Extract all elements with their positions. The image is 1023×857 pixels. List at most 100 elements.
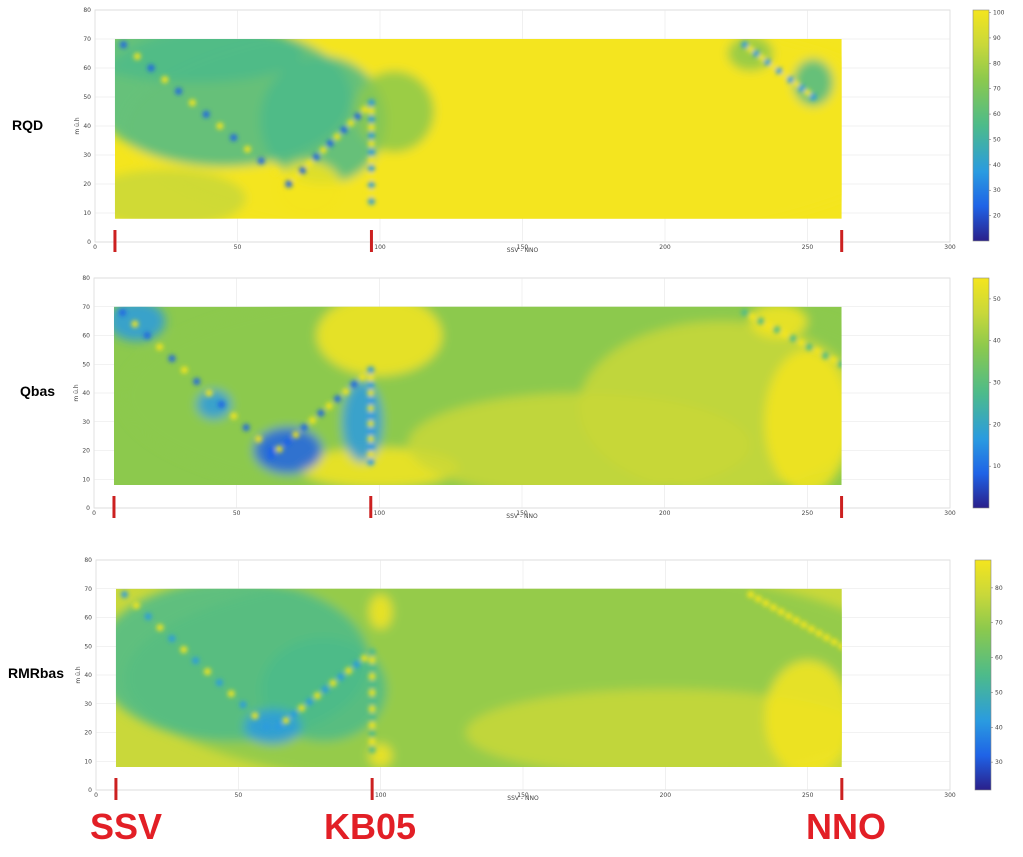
heatmap-anomaly-dot <box>807 625 815 633</box>
y-tick-label: 40 <box>82 390 90 397</box>
heatmap-anomaly-dot <box>217 401 225 408</box>
heatmap-anomaly-dot <box>131 320 139 328</box>
heatmap-anomaly-dot <box>325 402 333 410</box>
heatmap-anomaly-dot <box>312 153 320 161</box>
y-axis-label: m ü.h <box>74 117 81 134</box>
x-tick-label: 0 <box>94 792 98 799</box>
y-tick-label: 0 <box>86 505 90 512</box>
colorbar-tick-label: 40 <box>993 162 1001 169</box>
heatmap-region <box>253 427 323 474</box>
heatmap-anomaly-dot <box>309 416 317 424</box>
heatmap-anomaly-dot <box>215 679 223 687</box>
heatmap-anomaly-dot <box>749 313 757 321</box>
colorbar-tick-label: 20 <box>993 421 1001 428</box>
heatmap-anomaly-dot <box>367 115 375 123</box>
heatmap-anomaly-dot <box>267 452 275 460</box>
y-tick-label: 10 <box>83 210 91 217</box>
y-tick-label: 30 <box>82 419 90 426</box>
heatmap-anomaly-dot <box>829 356 837 364</box>
x-tick-label: 50 <box>235 792 243 799</box>
heatmap-anomaly-dot <box>350 380 358 388</box>
x-tick-label: 200 <box>660 792 672 799</box>
heatmap-anomaly-dot <box>282 717 290 725</box>
heatmap-anomaly-dot <box>368 648 376 656</box>
heatmap-region <box>260 56 386 185</box>
heatmap-anomaly-dot <box>823 634 831 642</box>
x-tick-label: 150 <box>516 510 528 517</box>
heatmap-anomaly-dot <box>769 63 777 71</box>
heatmap-anomaly-dot <box>367 140 375 148</box>
heatmap-anomaly-dot <box>360 654 368 662</box>
heatmap-region <box>466 689 842 767</box>
y-tick-label: 70 <box>84 586 92 593</box>
heatmap-anomaly-dot <box>762 599 770 607</box>
heatmap-anomaly-dot <box>345 667 353 675</box>
heatmap-anomaly-dot <box>367 181 375 189</box>
heatmap-anomaly-dot <box>299 166 307 174</box>
colorbar-tick-label: 30 <box>993 187 1001 194</box>
heatmap-anomaly-dot <box>180 646 188 654</box>
y-axis-label: m ü.h <box>73 384 80 401</box>
heatmap-anomaly-dot <box>329 679 337 687</box>
colorbar-tick-label: 50 <box>993 296 1001 303</box>
x-tick-label: 300 <box>944 792 956 799</box>
panel-rqd: 0 50 100 150 200 250 300 0 10 20 30 40 50 60 70 80 SSV -… <box>74 7 1005 254</box>
heatmap-anomaly-dot <box>367 107 375 115</box>
heatmap-anomaly-dot <box>770 603 778 611</box>
heatmap-anomaly-dot <box>838 360 842 368</box>
heatmap-anomaly-dot <box>368 672 376 680</box>
heatmap-anomaly-dot <box>347 119 355 127</box>
heatmap-anomaly-dot <box>367 381 375 389</box>
heatmap-anomaly-dot <box>284 438 292 446</box>
x-axis-label: SSV - NNO <box>506 513 538 520</box>
heatmap-anomaly-dot <box>292 173 300 181</box>
heatmap-anomaly-dot <box>747 45 754 53</box>
heatmap-anomaly-dot <box>180 366 188 374</box>
heatmap-anomaly-dot <box>263 723 271 731</box>
heatmap-anomaly-dot <box>798 84 806 92</box>
x-axis-label: SSV - NNO <box>507 247 539 254</box>
y-tick-label: 20 <box>84 730 92 737</box>
y-tick-label: 0 <box>88 787 92 794</box>
colorbar-tick-label: 60 <box>995 655 1003 662</box>
heatmap-anomaly-dot <box>243 145 251 153</box>
y-tick-label: 50 <box>83 94 91 101</box>
heatmap-anomaly-dot <box>317 409 325 417</box>
heatmap-field <box>114 39 842 219</box>
heatmap-anomaly-dot <box>251 712 259 720</box>
heatmap-region <box>750 306 808 339</box>
heatmap-anomaly-dot <box>143 332 151 339</box>
heatmap-anomaly-dot <box>300 424 308 431</box>
x-tick-label: 100 <box>375 792 387 799</box>
heatmap-anomaly-dot <box>367 366 375 374</box>
heatmap-region <box>316 306 443 376</box>
y-tick-label: 70 <box>82 304 90 311</box>
heatmap-anomaly-dot <box>340 126 348 134</box>
colorbar-tick-label: 20 <box>993 213 1001 220</box>
heatmap-anomaly-dot <box>358 373 366 381</box>
colorbar-tick-label: 70 <box>995 620 1003 627</box>
heatmap-anomaly-dot <box>747 591 755 598</box>
heatmap-anomaly-dot <box>368 746 376 754</box>
heatmap-anomaly-dot <box>192 657 200 665</box>
heatmap-anomaly-dot <box>175 87 183 95</box>
heatmap-anomaly-dot <box>786 76 794 84</box>
colorbar <box>972 9 990 242</box>
heatmap-anomaly-dot <box>368 721 376 729</box>
heatmap-anomaly-dot <box>133 52 141 60</box>
colorbar-tick-label: 80 <box>993 60 1001 67</box>
heatmap-region <box>113 306 166 342</box>
y-tick-label: 10 <box>82 476 90 483</box>
colorbar-tick-label: 10 <box>993 463 1001 470</box>
colorbar-tick-label: 90 <box>993 35 1001 42</box>
panel-label-qbas: Qbas <box>20 383 56 399</box>
heatmap-anomaly-dot <box>367 450 375 458</box>
x-tick-label: 50 <box>233 510 241 517</box>
y-tick-label: 40 <box>83 123 91 130</box>
heatmap-anomaly-dot <box>156 343 164 351</box>
heatmap-anomaly-dot <box>239 701 247 709</box>
heatmap-anomaly-dot <box>230 412 238 420</box>
y-tick-label: 40 <box>84 672 92 679</box>
heatmap-anomaly-dot <box>367 397 375 405</box>
